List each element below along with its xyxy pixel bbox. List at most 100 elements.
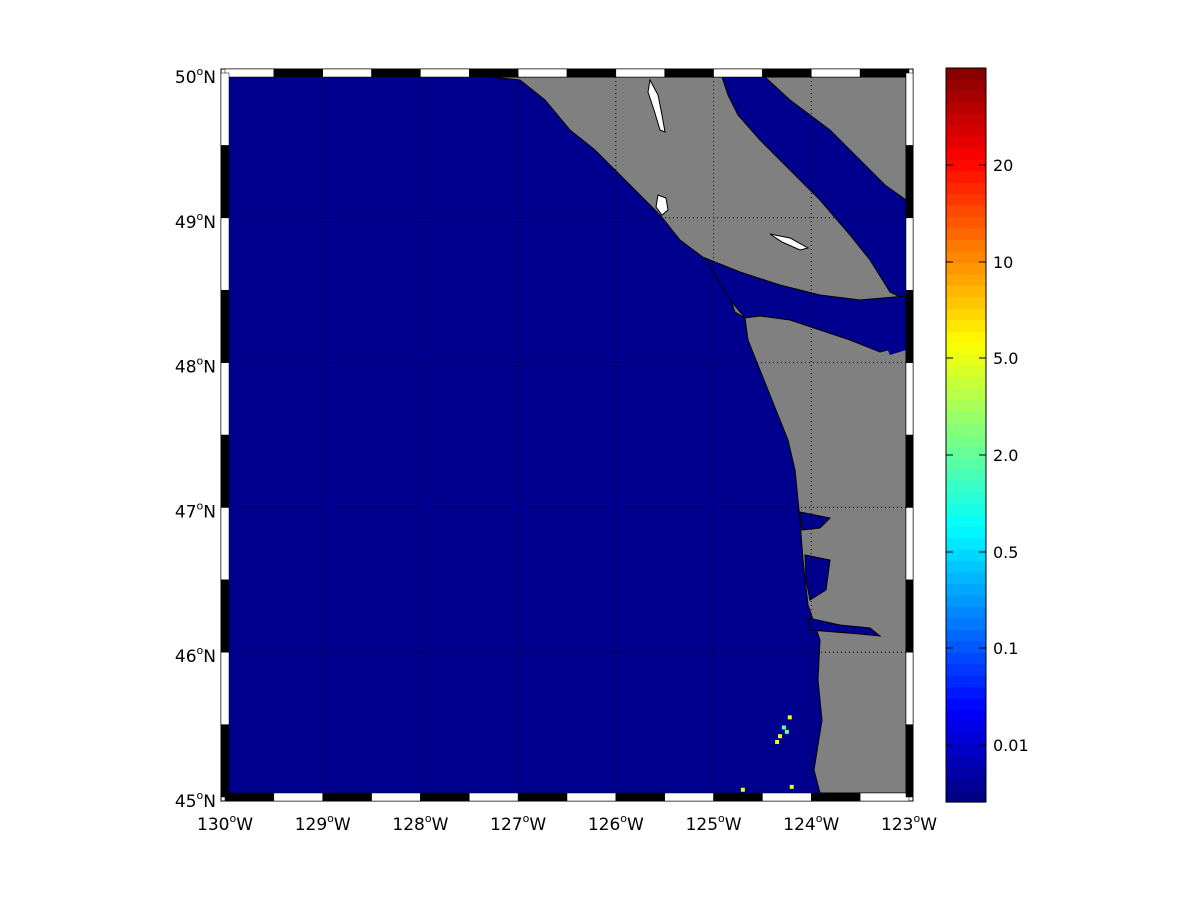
- frame-segment-top: [859, 68, 910, 78]
- data-cell: [775, 739, 780, 744]
- frame-segment-bottom: [664, 792, 714, 802]
- frame-segment-top: [566, 68, 617, 78]
- data-cell: [787, 715, 792, 720]
- colorbar-tick-label: 10: [993, 253, 1013, 272]
- colorbar-band: [946, 492, 986, 505]
- frame-segment-bottom: [469, 792, 519, 802]
- colorbar-outline: [945, 67, 987, 803]
- colorbar-band: [946, 526, 986, 539]
- frame-segment-top: [615, 68, 665, 78]
- frame-segment-right: [905, 145, 914, 219]
- colorbar-band: [946, 194, 986, 207]
- colorbar-tick-label: 0.01: [993, 736, 1029, 755]
- puget-sound-water: [870, 310, 906, 355]
- frame-segment-bottom: [517, 792, 568, 802]
- colorbar-band: [946, 618, 986, 631]
- colorbar-band: [946, 205, 986, 218]
- colorbar-band: [946, 113, 986, 126]
- colorbar-band: [946, 136, 986, 149]
- longitude-label: 130oW: [197, 812, 253, 835]
- frame-segment-left: [220, 217, 230, 291]
- colorbar-band: [946, 790, 986, 803]
- colorbar: [945, 67, 987, 803]
- colorbar-band: [946, 285, 986, 298]
- frame-segment-left: [220, 724, 230, 798]
- colorbar-band: [946, 629, 986, 643]
- colorbar-band: [946, 228, 986, 241]
- colorbar-band: [946, 377, 986, 390]
- strait-of-georgia-water: [721, 76, 907, 301]
- colorbar-band: [946, 412, 986, 425]
- colorbar-band: [946, 262, 986, 276]
- data-cell: [784, 729, 789, 734]
- data-cells: [740, 715, 794, 792]
- map-axes: 130oW 129oW 128oW 127oW 126oW 125oW 124oW 123oW…: [175, 65, 937, 835]
- longitude-label: 124oW: [783, 812, 839, 835]
- longitude-labels: 130oW 129oW 128oW 127oW 126oW 125oW 124oW 123oW: [197, 812, 937, 835]
- frame-segment-top: [469, 68, 519, 78]
- colorbar-band: [946, 366, 986, 379]
- colorbar-band: [946, 664, 986, 677]
- colorbar-band: [946, 572, 986, 585]
- frame-segment-top: [517, 68, 568, 78]
- frame-segment-top: [420, 68, 470, 78]
- frame-segment-bottom: [371, 792, 421, 802]
- longitude-label: 123oW: [881, 812, 937, 835]
- colorbar-band: [946, 389, 986, 402]
- colorbar-band: [946, 148, 986, 161]
- frame-segment-right: [905, 651, 914, 725]
- colorbar-band: [946, 549, 986, 562]
- juan-de-fuca-water: [703, 256, 907, 353]
- frame-segment-left: [220, 72, 230, 146]
- colorbar-band: [946, 171, 986, 184]
- frame-segment-left: [220, 651, 230, 725]
- frame-segment-top: [371, 68, 421, 78]
- colorbar-band: [946, 698, 986, 711]
- frame-segment-bottom: [811, 792, 861, 802]
- colorbar-band: [946, 435, 986, 448]
- colorbar-band: [946, 721, 986, 734]
- land-mass: [489, 76, 907, 794]
- frame-segment-left: [220, 289, 230, 363]
- colorbar-band: [946, 687, 986, 700]
- colorbar-tick-label: 2.0: [993, 446, 1018, 465]
- frame-segment-right: [905, 362, 914, 436]
- latitude-label: 45oN: [175, 789, 216, 812]
- colorbar-band: [946, 182, 986, 195]
- frame-segment-bottom: [322, 792, 372, 802]
- colorbar-band: [946, 733, 986, 746]
- colorbar-band: [946, 561, 986, 574]
- colorbar-band: [946, 652, 986, 665]
- map-frame-border: [220, 68, 914, 802]
- colorbar-band: [946, 354, 986, 367]
- longitude-label: 127oW: [490, 812, 546, 835]
- data-cell: [778, 734, 783, 739]
- colorbar-band: [946, 240, 986, 253]
- colorbar-tick-label: 20: [993, 156, 1013, 175]
- frame-segment-top: [762, 68, 812, 78]
- colorbar-band: [946, 675, 986, 688]
- frame-segment-top: [273, 68, 323, 78]
- willapa-bay-water: [804, 554, 831, 601]
- frame-segment-bottom: [615, 792, 665, 802]
- colorbar-band: [946, 744, 986, 757]
- frame-segment-bottom: [762, 792, 812, 802]
- colorbar-band: [946, 607, 986, 620]
- colorbar-band: [946, 446, 986, 459]
- colorbar-band: [946, 584, 986, 597]
- data-cell: [789, 784, 794, 789]
- colorbar-labels: 0.01 0.1 0.5 2.0 5.0 10 20: [993, 156, 1029, 755]
- colorbar-band: [946, 400, 986, 413]
- colorbar-band: [946, 159, 986, 172]
- colorbar-band: [946, 251, 986, 264]
- data-cell: [740, 787, 745, 792]
- frame-segment-bottom: [420, 792, 470, 802]
- colorbar-band: [946, 503, 986, 516]
- lake-north: [647, 78, 666, 133]
- graticule: [229, 77, 906, 793]
- frame-segment-left: [220, 579, 230, 653]
- frame-segment-left: [220, 507, 230, 581]
- frame-segment-right: [905, 72, 914, 146]
- frame-segment-bottom: [713, 792, 763, 802]
